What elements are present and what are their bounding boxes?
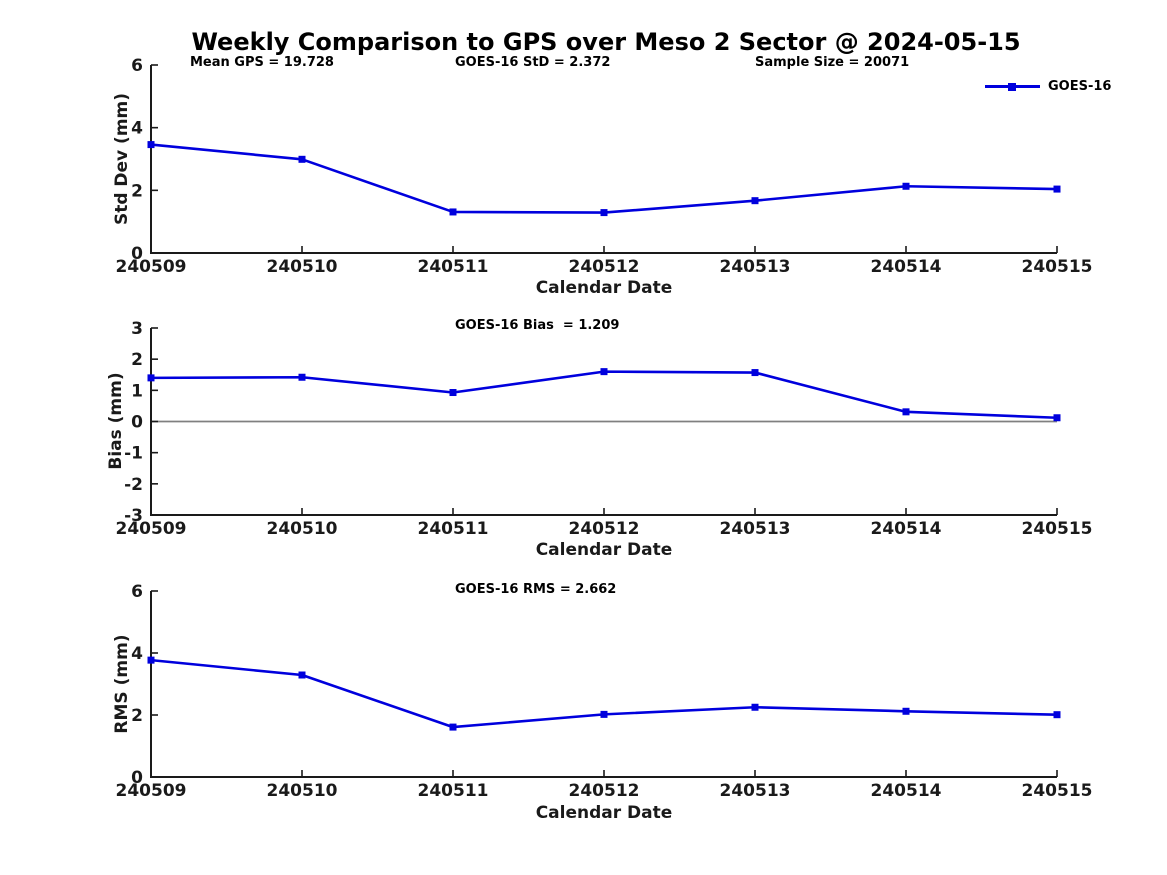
x-tick-label: 240511 [418,781,489,801]
series-line-goes-16 [150,143,1058,214]
annotation-goes16-std: GOES-16 StD = 2.372 [455,55,611,70]
data-point-marker [147,141,155,149]
x-tick-label: 240509 [116,257,187,277]
x-tick-label: 240514 [871,519,942,539]
data-point-marker [902,182,910,190]
data-point-marker [751,369,759,377]
data-point-marker [449,389,457,397]
legend-line-sample [985,82,1040,91]
data-point-marker [449,723,457,731]
data-point-marker [298,671,306,679]
data-point-marker [751,703,759,711]
y-tick-label: 6 [131,56,143,76]
x-tick-label: 240510 [267,257,338,277]
x-tick-label: 240512 [569,519,640,539]
x-tick-label: 240515 [1022,257,1093,277]
data-point-marker [600,209,608,217]
data-point-marker [147,374,155,382]
x-tick-label: 240515 [1022,781,1093,801]
calendar-date-label-middle: Calendar Date [535,540,673,560]
x-tick-label: 240511 [418,519,489,539]
y-tick-label: 1 [131,381,143,401]
y-tick-label: 4 [131,644,143,664]
annotation-sample-size: Sample Size = 20071 [755,55,910,70]
x-tick-label: 240513 [720,781,791,801]
data-point-marker [600,368,608,376]
axes-spines [150,591,1057,778]
annotation-goes16-bias: GOES-16 Bias = 1.209 [455,318,620,333]
y-tick-label: -1 [124,444,143,464]
bias-axis-label: Bias (mm) [106,372,126,470]
legend-label: GOES-16 [1048,79,1112,94]
x-tick-label: 240513 [720,257,791,277]
calendar-date-label-bottom: Calendar Date [535,803,673,823]
y-tick-label: -3 [124,506,143,526]
x-tick-label: 240512 [569,781,640,801]
data-point-marker [1053,414,1061,422]
y-tick-label: 4 [131,119,143,139]
x-tick-label: 240515 [1022,519,1093,539]
data-point-marker [298,373,306,381]
x-tick-label: 240509 [116,519,187,539]
y-tick-label: 0 [131,244,143,264]
rms-axis-label: RMS (mm) [112,634,132,734]
y-tick-label: 2 [131,706,143,726]
calendar-date-label-top: Calendar Date [535,278,673,298]
data-point-marker [449,208,457,216]
y-tick-label: 2 [131,181,143,201]
x-tick-label: 240512 [569,257,640,277]
x-tick-label: 240514 [871,257,942,277]
y-tick-label: 0 [131,413,143,433]
legend: GOES-16 [985,78,1111,95]
x-tick-label: 240514 [871,781,942,801]
y-tick-label: 2 [131,350,143,370]
data-point-marker [298,155,306,163]
data-point-marker [902,408,910,416]
figure-title: Weekly Comparison to GPS over Meso 2 Sec… [191,28,1021,56]
x-tick-label: 240511 [418,257,489,277]
x-tick-label: 240513 [720,519,791,539]
x-tick-label: 240510 [267,519,338,539]
y-tick-label: 6 [131,582,143,602]
y-tick-label: -2 [124,475,143,495]
y-tick-label: 3 [131,319,143,339]
stddev-axis-label: Std Dev (mm) [112,92,132,226]
data-point-marker [902,707,910,715]
annotation-mean-gps: Mean GPS = 19.728 [190,55,334,70]
annotation-goes16-rms: GOES-16 RMS = 2.662 [455,582,617,597]
legend-square-marker-icon [1008,82,1016,91]
x-tick-label: 240510 [267,781,338,801]
data-point-marker [751,197,759,205]
x-tick-label: 240509 [116,781,187,801]
y-tick-label: 0 [131,768,143,788]
series-line-goes-16 [150,370,1058,420]
data-point-marker [1053,185,1061,193]
data-point-marker [1053,711,1061,719]
data-point-marker [147,656,155,664]
data-point-marker [600,710,608,718]
